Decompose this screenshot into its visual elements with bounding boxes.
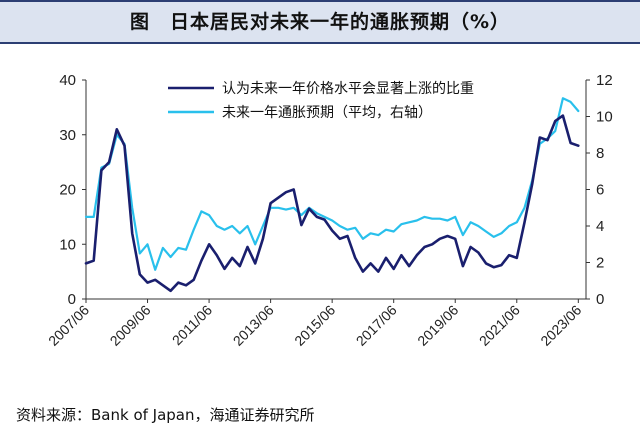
x-tick-label: 2011/06: [169, 302, 216, 349]
x-tick-label: 2019/06: [414, 302, 461, 349]
left-tick-label: 20: [59, 182, 76, 199]
x-tick-label: 2009/06: [107, 302, 154, 349]
left-tick-label: 10: [59, 236, 76, 253]
x-tick-label: 2017/06: [353, 302, 400, 349]
series-line-share-significant-rise: [84, 114, 580, 293]
left-tick-label: 0: [68, 291, 76, 308]
source-note: 资料来源：Bank of Japan，海通证券研究所: [16, 406, 315, 424]
x-tick-label: 2021/06: [476, 302, 523, 349]
left-tick-label: 40: [59, 72, 76, 89]
x-tick-label: 2015/06: [291, 302, 338, 349]
chart-title: 图 日本居民对未来一年的通胀预期（%）: [129, 11, 511, 33]
legend-label: 认为未来一年价格水平会显著上涨的比重: [222, 81, 474, 97]
right-tick-label: 2: [596, 255, 604, 272]
right-tick-label: 12: [596, 72, 613, 89]
right-tick-label: 8: [596, 145, 604, 162]
title-bar: 图 日本居民对未来一年的通胀预期（%）: [0, 0, 640, 44]
left-tick-label: 30: [59, 127, 76, 144]
x-tick-label: 2023/06: [537, 302, 584, 349]
x-tick-label: 2007/06: [45, 302, 92, 349]
right-tick-label: 10: [596, 109, 613, 126]
legend-label: 未来一年通胀预期（平均，右轴）: [222, 105, 432, 121]
x-tick-label: 2013/06: [230, 302, 277, 349]
right-tick-label: 0: [596, 291, 604, 308]
series-lines: [84, 97, 580, 293]
series-line-avg-expectation: [84, 97, 580, 271]
right-tick-label: 6: [596, 182, 604, 199]
right-tick-label: 4: [596, 218, 604, 235]
